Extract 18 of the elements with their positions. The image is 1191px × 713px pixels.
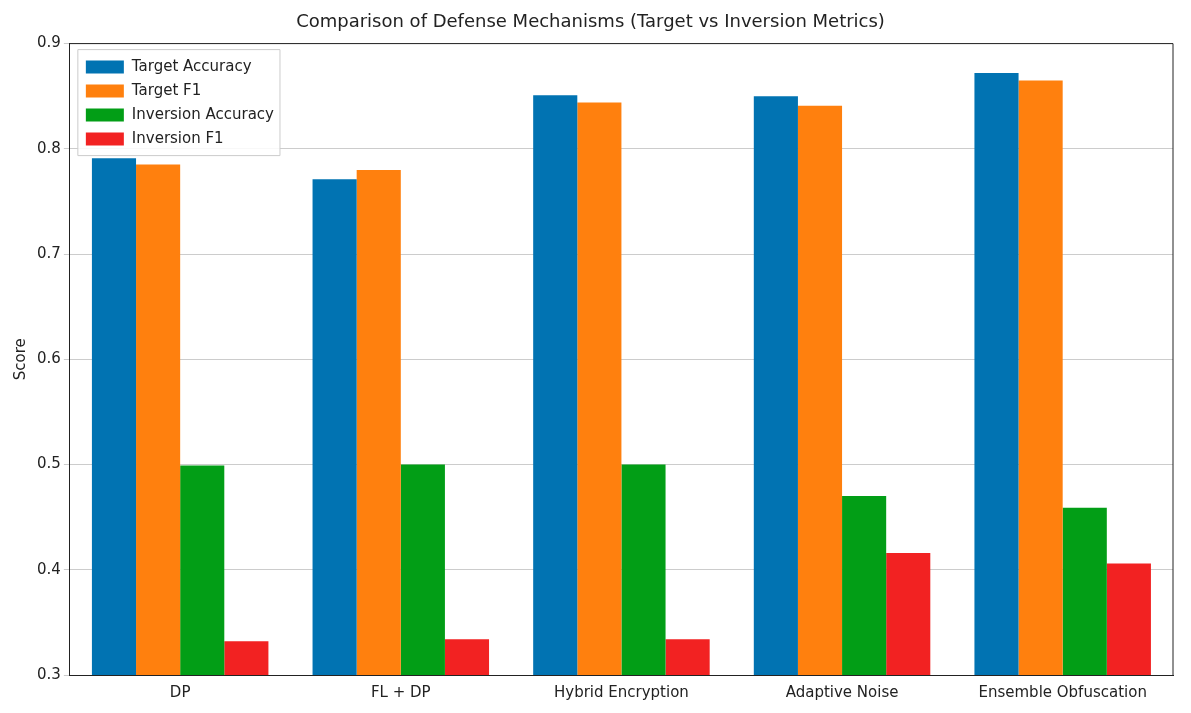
x-tick-label: Ensemble Obfuscation — [978, 682, 1147, 701]
y-tick-label: 0.5 — [37, 454, 61, 473]
legend-label: Inversion Accuracy — [131, 105, 275, 124]
y-tick-label: 0.4 — [37, 559, 61, 578]
legend-label: Inversion F1 — [131, 129, 224, 148]
y-tick-label: 0.7 — [37, 243, 61, 262]
y-axis-title: Score — [10, 338, 29, 381]
y-tick-label: 0.8 — [37, 138, 61, 157]
x-tick-label: Adaptive Noise — [785, 682, 899, 701]
legend-label: Target F1 — [130, 81, 202, 100]
chart-title: Comparison of Defense Mechanisms (Target vs Inversion Metrics) — [296, 10, 885, 32]
y-tick-label: 0.3 — [37, 664, 61, 683]
x-tick-label: FL + DP — [370, 682, 431, 701]
y-tick-label: 0.9 — [37, 33, 61, 52]
legend-label: Target Accuracy — [130, 57, 252, 76]
y-tick-label: 0.6 — [37, 349, 61, 368]
x-tick-label: DP — [169, 682, 191, 701]
x-tick-label: Hybrid Encryption — [554, 682, 689, 701]
